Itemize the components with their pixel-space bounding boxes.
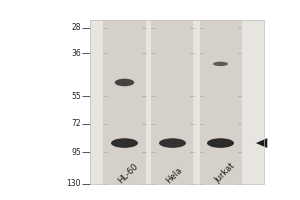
Text: 36: 36 xyxy=(71,49,81,58)
Polygon shape xyxy=(256,138,267,148)
Ellipse shape xyxy=(159,138,186,148)
Text: 72: 72 xyxy=(71,119,81,128)
Ellipse shape xyxy=(207,138,234,148)
Text: 95: 95 xyxy=(71,148,81,157)
Text: Hela: Hela xyxy=(165,165,184,185)
Bar xyxy=(90,20,264,184)
Text: 55: 55 xyxy=(71,92,81,101)
Text: Jurkat: Jurkat xyxy=(213,161,236,185)
Text: 28: 28 xyxy=(71,23,81,32)
Ellipse shape xyxy=(115,79,134,86)
Bar xyxy=(200,20,242,184)
Ellipse shape xyxy=(111,138,138,148)
Bar xyxy=(90,20,264,184)
Ellipse shape xyxy=(213,62,228,66)
Text: 130: 130 xyxy=(67,180,81,188)
Bar xyxy=(152,20,194,184)
Text: HL-60: HL-60 xyxy=(117,161,140,185)
Bar xyxy=(103,20,146,184)
